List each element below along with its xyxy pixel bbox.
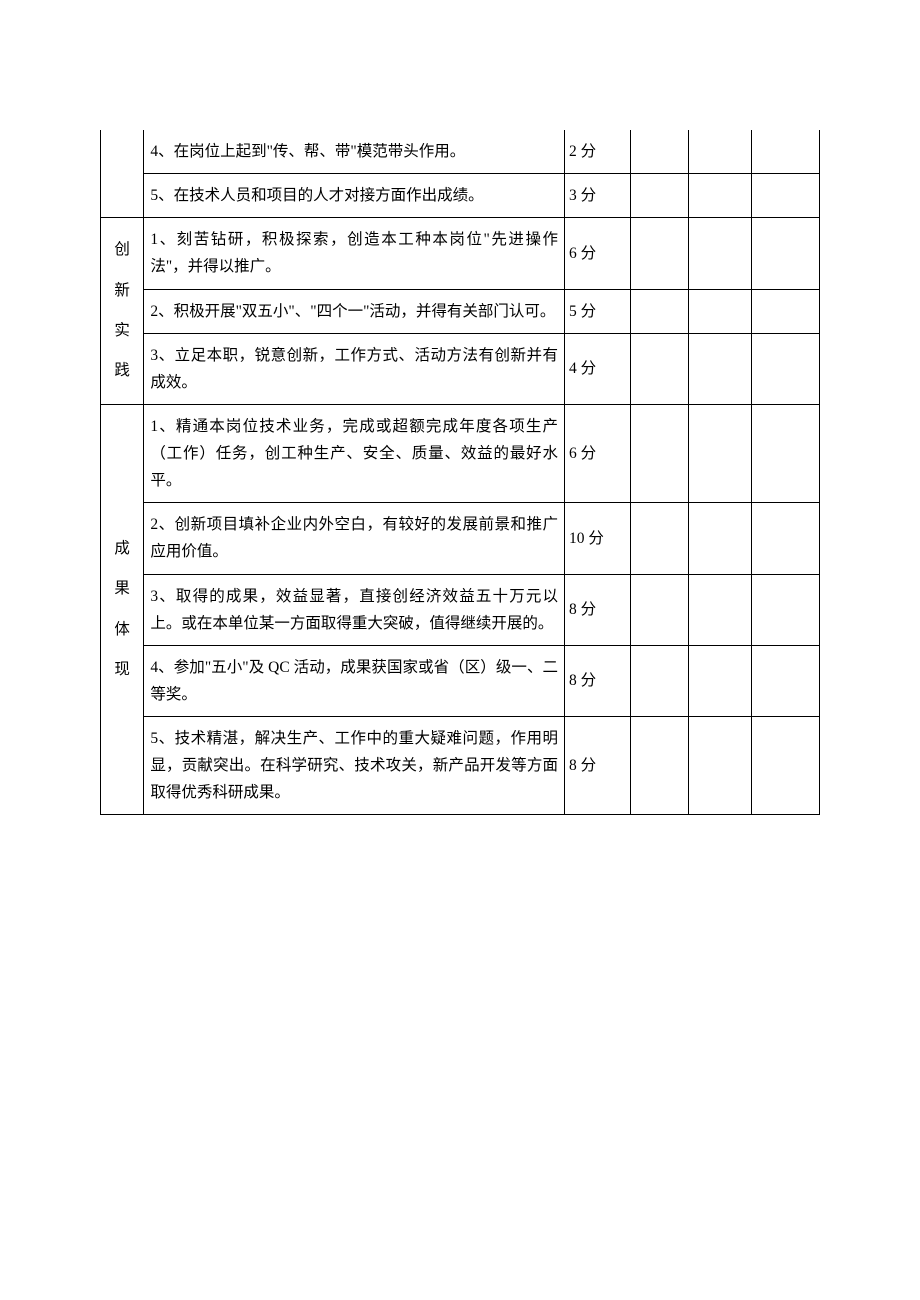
empty-cell-3 — [752, 404, 820, 502]
description-cell: 2、积极开展"双五小"、"四个一"活动，并得有关部门认可。 — [144, 289, 565, 333]
empty-cell-1 — [631, 404, 688, 502]
table-row: 创新实践1、刻苦钻研，积极探索，创造本工种本岗位"先进操作法"，并得以推广。6 … — [101, 218, 820, 289]
empty-cell-2 — [688, 289, 752, 333]
empty-cell-3 — [752, 289, 820, 333]
empty-cell-2 — [688, 503, 752, 574]
score-cell: 8 分 — [565, 574, 631, 645]
score-cell: 10 分 — [565, 503, 631, 574]
empty-cell-2 — [688, 130, 752, 174]
description-cell: 2、创新项目填补企业内外空白，有较好的发展前景和推广应用价值。 — [144, 503, 565, 574]
score-cell: 5 分 — [565, 289, 631, 333]
empty-cell-3 — [752, 717, 820, 815]
description-cell: 5、在技术人员和项目的人才对接方面作出成绩。 — [144, 174, 565, 218]
empty-cell-1 — [631, 333, 688, 404]
score-cell: 3 分 — [565, 174, 631, 218]
empty-cell-3 — [752, 218, 820, 289]
category-label: 成果体现 — [103, 529, 141, 690]
empty-cell-3 — [752, 333, 820, 404]
table-row: 3、立足本职，锐意创新，工作方式、活动方法有创新并有成效。4 分 — [101, 333, 820, 404]
description-cell: 4、在岗位上起到"传、帮、带"模范带头作用。 — [144, 130, 565, 174]
empty-cell-2 — [688, 404, 752, 502]
table-row: 5、技术精湛，解决生产、工作中的重大疑难问题，作用明显，贡献突出。在科学研究、技… — [101, 717, 820, 815]
score-cell: 4 分 — [565, 333, 631, 404]
empty-cell-2 — [688, 174, 752, 218]
table-row: 5、在技术人员和项目的人才对接方面作出成绩。3 分 — [101, 174, 820, 218]
empty-cell-1 — [631, 645, 688, 716]
empty-cell-1 — [631, 218, 688, 289]
empty-cell-1 — [631, 717, 688, 815]
table-row: 2、创新项目填补企业内外空白，有较好的发展前景和推广应用价值。10 分 — [101, 503, 820, 574]
category-cell — [101, 130, 144, 218]
description-cell: 3、立足本职，锐意创新，工作方式、活动方法有创新并有成效。 — [144, 333, 565, 404]
empty-cell-1 — [631, 574, 688, 645]
empty-cell-3 — [752, 645, 820, 716]
score-cell: 6 分 — [565, 218, 631, 289]
empty-cell-2 — [688, 333, 752, 404]
table-row: 3、取得的成果，效益显著，直接创经济效益五十万元以上。或在本单位某一方面取得重大… — [101, 574, 820, 645]
evaluation-table: 4、在岗位上起到"传、帮、带"模范带头作用。2 分5、在技术人员和项目的人才对接… — [100, 130, 820, 815]
description-cell: 3、取得的成果，效益显著，直接创经济效益五十万元以上。或在本单位某一方面取得重大… — [144, 574, 565, 645]
table-row: 2、积极开展"双五小"、"四个一"活动，并得有关部门认可。5 分 — [101, 289, 820, 333]
table-row: 成果体现1、精通本岗位技术业务，完成或超额完成年度各项生产（工作）任务，创工种生… — [101, 404, 820, 502]
empty-cell-1 — [631, 130, 688, 174]
table-row: 4、在岗位上起到"传、帮、带"模范带头作用。2 分 — [101, 130, 820, 174]
empty-cell-2 — [688, 717, 752, 815]
empty-cell-1 — [631, 289, 688, 333]
description-cell: 1、精通本岗位技术业务，完成或超额完成年度各项生产（工作）任务，创工种生产、安全… — [144, 404, 565, 502]
empty-cell-1 — [631, 174, 688, 218]
empty-cell-1 — [631, 503, 688, 574]
score-cell: 8 分 — [565, 717, 631, 815]
table-row: 4、参加"五小"及 QC 活动，成果获国家或省（区）级一、二等奖。8 分 — [101, 645, 820, 716]
score-cell: 6 分 — [565, 404, 631, 502]
category-label: 创新实践 — [103, 230, 141, 391]
category-cell: 创新实践 — [101, 218, 144, 405]
empty-cell-2 — [688, 645, 752, 716]
description-cell: 1、刻苦钻研，积极探索，创造本工种本岗位"先进操作法"，并得以推广。 — [144, 218, 565, 289]
score-cell: 2 分 — [565, 130, 631, 174]
description-cell: 4、参加"五小"及 QC 活动，成果获国家或省（区）级一、二等奖。 — [144, 645, 565, 716]
description-cell: 5、技术精湛，解决生产、工作中的重大疑难问题，作用明显，贡献突出。在科学研究、技… — [144, 717, 565, 815]
empty-cell-3 — [752, 174, 820, 218]
empty-cell-3 — [752, 503, 820, 574]
empty-cell-3 — [752, 130, 820, 174]
category-cell: 成果体现 — [101, 404, 144, 815]
score-cell: 8 分 — [565, 645, 631, 716]
empty-cell-2 — [688, 574, 752, 645]
empty-cell-3 — [752, 574, 820, 645]
empty-cell-2 — [688, 218, 752, 289]
